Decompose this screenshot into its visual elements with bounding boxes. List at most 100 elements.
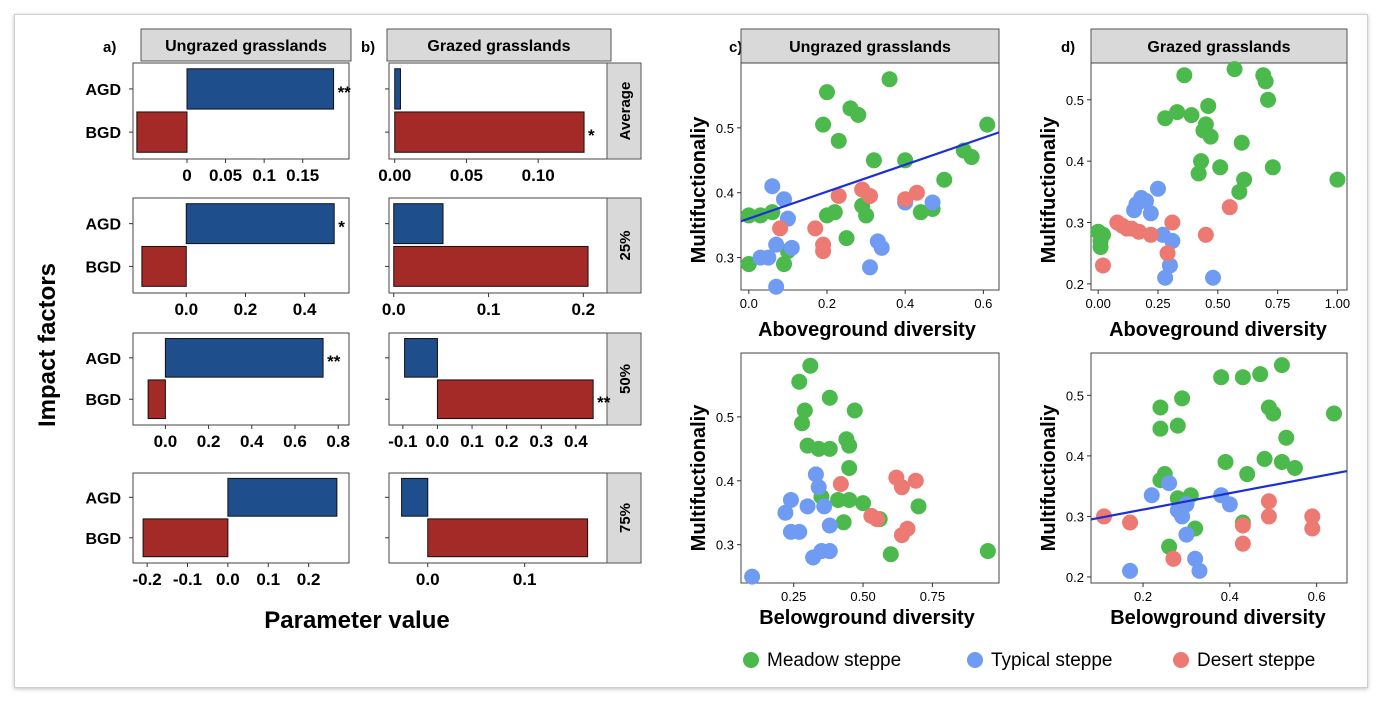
x-axis-title: Parameter value [264, 607, 449, 634]
bar-agd [404, 338, 438, 378]
point-meadow [1092, 239, 1109, 256]
point-typical [924, 194, 941, 211]
point-typical [1205, 269, 1222, 286]
point-typical [816, 498, 833, 515]
point-typical [1178, 526, 1195, 543]
x-tick-label: 0.25 [781, 589, 806, 604]
quantile-label: 50% [617, 364, 634, 394]
strip-header-b-label: Grazed grasslands [427, 38, 570, 55]
x-tick-label: 0.2 [1134, 589, 1152, 604]
fit-line [1090, 469, 1348, 521]
point-desert [1260, 493, 1277, 510]
y-tick-label: 0.2 [1066, 277, 1084, 292]
y-tick-label: 0.3 [1066, 509, 1084, 524]
scatter-c-bottom-ylabel: Multifuctionaliy [688, 404, 710, 552]
point-meadow [1169, 104, 1186, 121]
legend-item-meadow: Meadow steppe [743, 650, 901, 671]
scatter-panel-d-bottom: 0.2 0.3 0.4 0.5 0.2 0.4 0.6 [1066, 352, 1348, 604]
point-meadow [791, 373, 808, 390]
point-meadow [1260, 91, 1277, 108]
point-typical [744, 568, 761, 585]
point-meadow [1157, 110, 1174, 127]
panel-label-d: d) [1061, 39, 1075, 56]
point-desert [868, 511, 885, 528]
point-typical [752, 249, 769, 266]
scatter-panel-c-bottom: 0.3 0.4 0.5 0.25 0.50 0.75 [716, 352, 1000, 604]
point-meadow [1325, 405, 1342, 422]
panel-label-b: b) [361, 39, 375, 56]
point-typical [782, 491, 799, 508]
y-tick-label: 0.3 [1066, 216, 1084, 231]
point-desert [908, 184, 925, 201]
point-typical [1138, 193, 1155, 210]
scatter-c-top-ylabel: Multifuctionaliy [688, 116, 710, 264]
strip-header-d: Grazed grasslands [1090, 28, 1348, 64]
point-meadow [936, 171, 953, 188]
point-desert [1234, 517, 1251, 534]
point-meadow [1094, 226, 1111, 243]
legend-label-desert: Desert steppe [1197, 650, 1315, 671]
point-typical [807, 466, 824, 483]
point-desert [899, 520, 916, 537]
point-meadow [979, 116, 996, 133]
legend-swatch-typical [967, 652, 983, 668]
point-meadow [821, 440, 838, 457]
scatter-frame [1090, 62, 1348, 291]
y-tick-label: 0.5 [1066, 93, 1084, 108]
x-tick-label: 0.6 [974, 296, 992, 311]
point-meadow [810, 440, 827, 457]
point-desert [1304, 520, 1321, 537]
x-tick-label: 0.2 [297, 570, 321, 589]
x-tick-label: 0.0 [740, 296, 758, 311]
x-tick-label: 0.1 [252, 166, 276, 185]
category-label-bgd: BGD [85, 392, 121, 409]
point-meadow [841, 491, 858, 508]
point-typical [1187, 550, 1204, 567]
bar-bgd [393, 245, 589, 287]
bar-agd [227, 477, 338, 517]
point-typical [783, 239, 800, 256]
point-typical [1149, 180, 1166, 197]
point-meadow [1273, 453, 1290, 470]
point-desert [1164, 214, 1181, 231]
point-meadow [1174, 390, 1191, 407]
significance-mark: ** [597, 393, 611, 412]
point-typical [1161, 257, 1178, 274]
x-tick-label: 0.50 [1205, 296, 1230, 311]
x-tick-label: 0.6 [283, 432, 307, 451]
y-tick-label: 0.4 [1066, 154, 1084, 169]
bar-bgd [147, 379, 166, 420]
point-meadow [1236, 171, 1253, 188]
point-meadow [1161, 538, 1178, 555]
point-meadow [838, 230, 855, 247]
x-tick-label: 0.50 [850, 589, 875, 604]
x-tick-label: 0.4 [564, 432, 588, 451]
point-meadow [740, 256, 757, 273]
point-meadow [1169, 417, 1186, 434]
point-desert [815, 243, 832, 260]
point-typical [777, 504, 794, 521]
point-meadow [881, 71, 898, 88]
x-tick-label: 0.0 [416, 570, 440, 589]
panel-label-c: c) [729, 39, 742, 56]
point-meadow [1257, 73, 1274, 90]
bar-bgd [142, 518, 229, 558]
point-desert [893, 479, 910, 496]
x-tick-label: 0.4 [896, 296, 914, 311]
scatter-d-top-xlabel: Aboveground diversity [1109, 319, 1328, 341]
x-tick-label: 0.25 [1145, 296, 1170, 311]
category-label-agd: AGD [85, 82, 121, 99]
point-desert [830, 187, 847, 204]
bar-agd [401, 477, 429, 517]
fit-line [740, 131, 1000, 223]
point-desert [1304, 508, 1321, 525]
y-tick-label: 0.4 [716, 474, 734, 489]
x-tick-label: 0.2 [571, 300, 595, 319]
scatter-panel-d-top: 0.2 0.3 0.4 0.5 0.00 0.25 0.50 0.75 1.00 [1066, 61, 1350, 311]
point-typical [1221, 496, 1238, 513]
point-desert [1142, 226, 1159, 243]
point-desert [862, 187, 878, 204]
point-typical [1142, 205, 1159, 222]
point-typical [821, 517, 838, 534]
